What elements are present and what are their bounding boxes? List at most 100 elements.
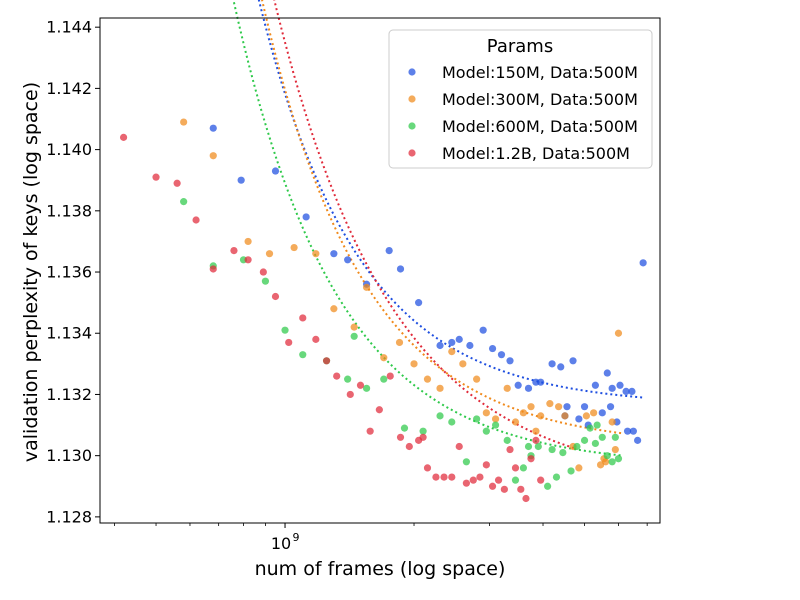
scatter-point bbox=[405, 442, 413, 451]
scatter-point bbox=[580, 436, 589, 444]
scatter-point bbox=[436, 412, 444, 420]
scatter-point bbox=[281, 326, 289, 334]
scatter-point bbox=[479, 326, 487, 334]
scatter-point bbox=[330, 250, 338, 258]
legend: Params Model:150M, Data:500M Model:300M, … bbox=[388, 29, 653, 169]
scatter-point bbox=[448, 418, 456, 426]
x-axis: 10 9 bbox=[114, 523, 648, 553]
scatter-point bbox=[432, 473, 440, 481]
y-tick-label: 1.128 bbox=[46, 507, 92, 526]
scatter-point bbox=[488, 482, 497, 490]
scatter-point bbox=[494, 476, 503, 484]
scatter-point bbox=[419, 433, 427, 441]
y-tick-label: 1.138 bbox=[46, 201, 92, 220]
scatter-point bbox=[271, 292, 280, 301]
x-tick-label: 10 bbox=[271, 534, 291, 553]
scatter-point bbox=[448, 348, 456, 356]
scatter-point bbox=[448, 338, 456, 347]
scatter-point bbox=[473, 415, 481, 423]
y-tick-label: 1.144 bbox=[46, 18, 92, 37]
scatter-point bbox=[497, 351, 506, 359]
scatter-point bbox=[380, 354, 388, 362]
scatter-point bbox=[455, 442, 463, 451]
scatter-point bbox=[271, 167, 280, 175]
scatter-point bbox=[285, 338, 293, 347]
scatter-point bbox=[590, 409, 598, 417]
scatter-point bbox=[482, 409, 490, 417]
scatter-point bbox=[611, 433, 619, 441]
scatter-point bbox=[299, 314, 307, 322]
scatter-point bbox=[616, 381, 624, 389]
legend-marker bbox=[408, 149, 416, 157]
scatter-point bbox=[546, 400, 554, 408]
scatter-point bbox=[548, 445, 556, 454]
scatter-point bbox=[455, 335, 463, 343]
legend-label: Model:150M, Data:500M bbox=[442, 63, 638, 82]
scatter-point bbox=[537, 412, 545, 420]
scatter-point bbox=[511, 464, 520, 472]
scatter-point bbox=[330, 305, 338, 313]
scatter-point bbox=[152, 173, 160, 181]
scatter-point bbox=[608, 458, 616, 466]
scatter-point bbox=[511, 418, 520, 426]
scatter-point bbox=[410, 360, 418, 368]
scatter-point bbox=[491, 421, 500, 429]
scatter-point bbox=[375, 406, 383, 414]
scatter-point bbox=[344, 256, 352, 264]
legend-marker bbox=[408, 68, 416, 76]
legend-box bbox=[388, 29, 653, 169]
scatter-point bbox=[527, 455, 535, 463]
scatter-point bbox=[623, 427, 632, 435]
scatter-point bbox=[622, 387, 630, 395]
scatter-point bbox=[350, 332, 358, 340]
scatter-point bbox=[180, 118, 188, 126]
y-tick-label: 1.132 bbox=[46, 385, 92, 404]
scatter-point bbox=[466, 341, 474, 350]
scatter-point bbox=[591, 381, 599, 389]
scatter-point bbox=[557, 363, 565, 371]
scatter-point bbox=[537, 378, 545, 386]
scatter-point bbox=[519, 464, 528, 472]
scatter-point bbox=[448, 473, 456, 481]
scatter-point bbox=[209, 265, 217, 273]
scatter-point bbox=[380, 375, 388, 383]
scatter-point bbox=[312, 250, 320, 258]
scatter-point bbox=[366, 427, 374, 435]
scatter-point bbox=[462, 479, 470, 487]
scatter-point bbox=[506, 445, 514, 454]
scatter-point bbox=[503, 384, 511, 392]
scatter-point bbox=[423, 464, 432, 472]
scatter-point bbox=[603, 452, 611, 460]
scatter-point bbox=[527, 403, 535, 411]
scatter-point bbox=[593, 421, 601, 429]
scatter-point bbox=[519, 409, 528, 417]
scatter-point bbox=[473, 375, 481, 383]
scatter-point bbox=[634, 436, 642, 444]
scatter-point bbox=[628, 387, 636, 395]
scatter-point bbox=[180, 198, 188, 206]
scatter-point bbox=[514, 381, 522, 389]
scatter-point bbox=[552, 473, 561, 481]
scatter-point bbox=[573, 442, 581, 451]
legend-label: Model:300M, Data:500M bbox=[442, 90, 638, 109]
scatter-point bbox=[555, 403, 563, 411]
scatter-point bbox=[563, 403, 571, 411]
scatter-point bbox=[362, 384, 371, 392]
scatter-point bbox=[259, 268, 267, 276]
scatter-point bbox=[491, 415, 500, 423]
fit-line bbox=[232, 0, 624, 457]
y-tick-label: 1.140 bbox=[46, 140, 92, 159]
y-axis-label: validation perplexity of keys (log space… bbox=[20, 82, 42, 462]
scatter-point bbox=[436, 341, 444, 350]
scatter-point bbox=[575, 464, 583, 472]
scatter-point bbox=[322, 357, 331, 365]
scatter-point bbox=[237, 176, 245, 184]
scatter-point bbox=[606, 403, 615, 411]
scatter-point bbox=[350, 323, 358, 331]
scatter-point bbox=[346, 390, 354, 399]
scatter-point bbox=[333, 372, 341, 380]
x-axis-label: num of frames (log space) bbox=[255, 558, 506, 580]
scatter-point bbox=[230, 247, 238, 255]
scatter-point bbox=[503, 436, 511, 444]
